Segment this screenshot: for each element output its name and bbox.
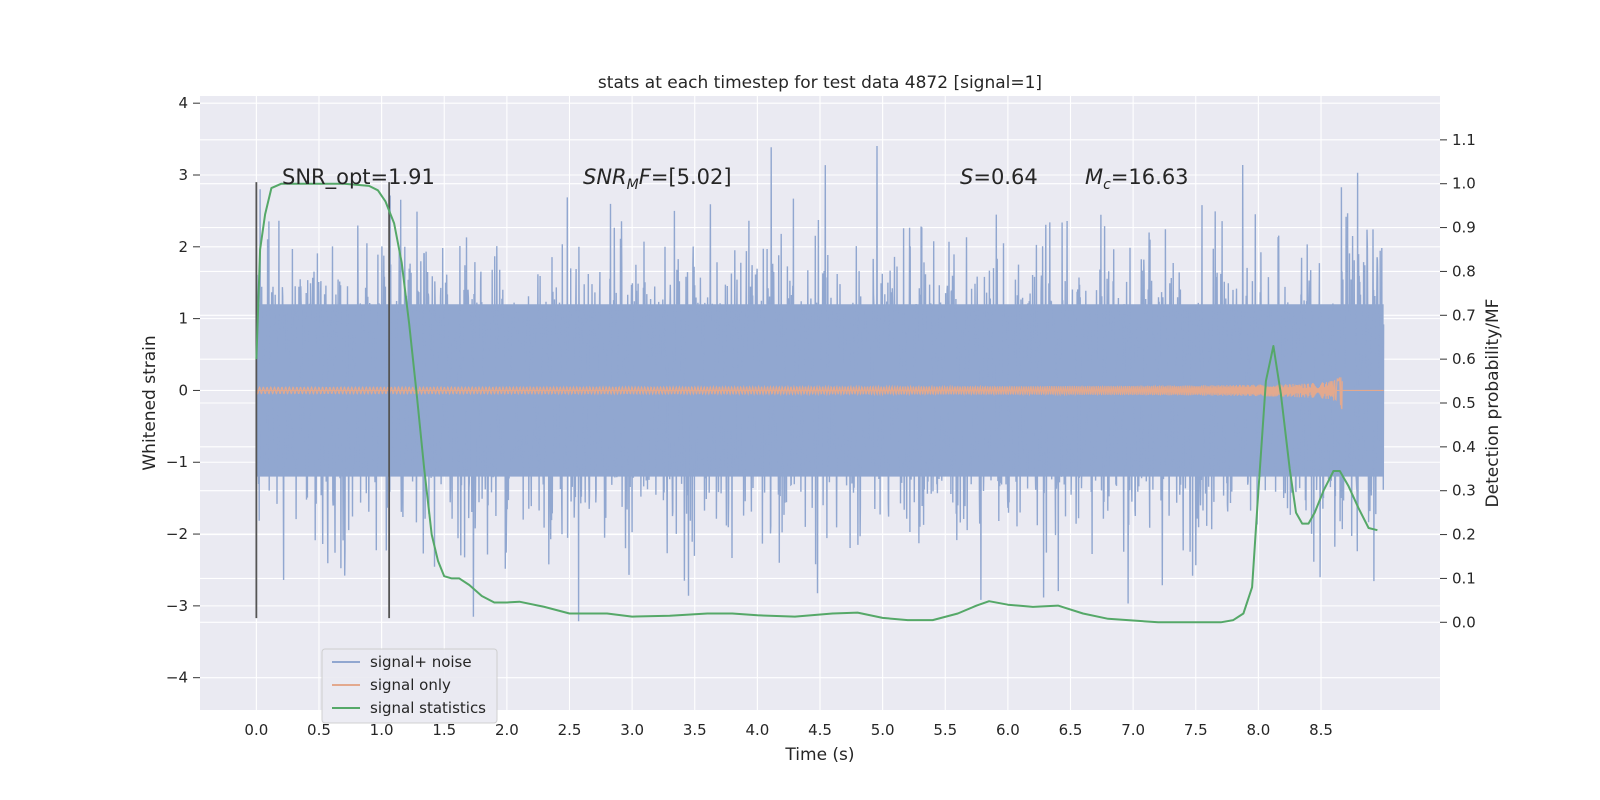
x-tick-label: 4.5	[808, 721, 832, 739]
y-tick-label: −2	[166, 525, 188, 543]
annotation-snr-mf-sub: M	[627, 177, 639, 193]
y2-tick-label: 0.6	[1452, 350, 1476, 368]
y2-tick-label: 0.2	[1452, 526, 1476, 544]
annotation-snr-mf: SNRMF=[5.02]	[583, 165, 732, 193]
y-tick-label: 4	[178, 94, 188, 112]
y2-tick-label: 0.5	[1452, 394, 1476, 412]
x-tick-label: 8.5	[1309, 721, 1333, 739]
x-tick-label: 1.0	[370, 721, 394, 739]
chart-title: stats at each timestep for test data 487…	[598, 73, 1042, 93]
y-tick-label: 1	[178, 310, 188, 328]
signal-trace	[255, 376, 1343, 410]
x-tick-label: 7.5	[1184, 721, 1208, 739]
axes: 0.0 0.5 1.0 1.5 2.0 2.5 3.0 3.5 4.0 4.5 5.0 5.5 6.0 6…	[166, 94, 1476, 739]
y-tick-label: 2	[178, 238, 188, 256]
x-tick-label: 8.0	[1246, 721, 1270, 739]
x-tick-label: 0.5	[307, 721, 331, 739]
x-tick-label: 0.0	[244, 721, 268, 739]
legend-label-signal-statistics: signal statistics	[370, 699, 486, 717]
y2-tick-label: 1.1	[1452, 131, 1476, 149]
x-tick-label: 3.0	[620, 721, 644, 739]
y2-tick-label: 0.8	[1452, 262, 1476, 280]
annotation-snr-opt: SNR_opt=1.91	[282, 165, 435, 190]
y-tick-label: −4	[166, 669, 188, 687]
y2-tick-label: 0.9	[1452, 219, 1476, 237]
legend-box	[321, 648, 498, 724]
annotation-snr-mf-base: SNR	[583, 165, 627, 189]
y2-tick-label: 0.1	[1452, 569, 1476, 587]
series-signal-statistics	[255, 182, 1378, 624]
x-tick-label: 6.5	[1059, 721, 1083, 739]
y-tick-label: −3	[166, 597, 188, 615]
statistics-line	[255, 182, 1378, 624]
x-tick-label: 5.5	[933, 721, 957, 739]
annotation-mc-value: =16.63	[1111, 165, 1189, 189]
annotation-mc: Mc=16.63	[1085, 165, 1189, 193]
y-tick-label: −1	[166, 453, 188, 471]
y2-tick-label: 0.3	[1452, 482, 1476, 500]
annotation-s-base: S	[960, 165, 973, 189]
legend: signal+ noise signal only signal statist…	[321, 648, 498, 724]
x-tick-label: 3.5	[683, 721, 707, 739]
x-tick-label: 2.5	[558, 721, 582, 739]
y2-tick-label: 0.4	[1452, 438, 1476, 456]
annotation-mc-sub: c	[1103, 177, 1111, 193]
annotation-snr-mf-value: =[5.02]	[651, 165, 732, 189]
legend-label-signal-noise: signal+ noise	[370, 653, 472, 671]
series-signal-only	[255, 376, 1384, 410]
y2-tick-label: 0.0	[1452, 613, 1476, 631]
x-tick-label: 1.5	[432, 721, 456, 739]
annotation-s: S=0.64	[960, 165, 1038, 189]
annotation-mc-base: M	[1085, 165, 1103, 189]
y-tick-label: 3	[178, 166, 188, 184]
y-tick-label: 0	[178, 381, 188, 399]
y2-axis-label: Detection probability/MF	[1483, 299, 1503, 508]
x-tick-label: 5.0	[871, 721, 895, 739]
y-axis-label: Whitened strain	[140, 335, 160, 470]
x-tick-label: 4.0	[745, 721, 769, 739]
annotation-snr-mf-rest-f: F	[639, 165, 652, 189]
legend-label-signal-only: signal only	[370, 676, 451, 694]
x-tick-label: 6.0	[996, 721, 1020, 739]
y2-tick-label: 1.0	[1452, 175, 1476, 193]
y2-tick-label: 0.7	[1452, 306, 1476, 324]
marker-lines	[255, 182, 391, 619]
x-tick-label: 2.0	[495, 721, 519, 739]
annotation-s-value: =0.64	[973, 165, 1037, 189]
x-axis-label: Time (s)	[784, 745, 854, 765]
x-tick-label: 7.0	[1121, 721, 1145, 739]
